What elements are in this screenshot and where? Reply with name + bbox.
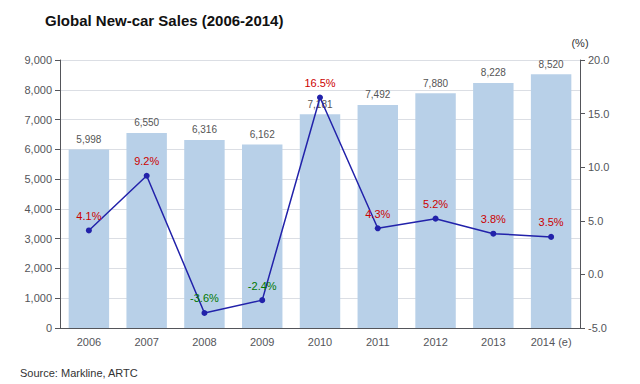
svg-text:8,228: 8,228 bbox=[481, 67, 506, 78]
svg-text:2011: 2011 bbox=[366, 336, 390, 348]
svg-text:5.2%: 5.2% bbox=[423, 198, 448, 210]
svg-text:3,000: 3,000 bbox=[24, 233, 52, 245]
svg-text:8,520: 8,520 bbox=[539, 59, 564, 70]
svg-text:2014 (e): 2014 (e) bbox=[531, 336, 572, 348]
svg-text:15.0: 15.0 bbox=[588, 108, 609, 120]
svg-text:4,000: 4,000 bbox=[24, 203, 52, 215]
svg-text:2010: 2010 bbox=[308, 336, 332, 348]
svg-text:6,162: 6,162 bbox=[250, 129, 275, 140]
svg-text:8,000: 8,000 bbox=[24, 84, 52, 96]
svg-text:10.0: 10.0 bbox=[588, 161, 609, 173]
svg-text:6,550: 6,550 bbox=[134, 117, 159, 128]
svg-text:2012: 2012 bbox=[423, 336, 447, 348]
svg-text:5,000: 5,000 bbox=[24, 173, 52, 185]
svg-text:-5.0: -5.0 bbox=[588, 322, 607, 334]
svg-text:4.3%: 4.3% bbox=[365, 208, 390, 220]
svg-text:16.5%: 16.5% bbox=[304, 77, 335, 89]
svg-text:9,000: 9,000 bbox=[24, 54, 52, 66]
svg-text:5,998: 5,998 bbox=[76, 134, 101, 145]
svg-text:2,000: 2,000 bbox=[24, 262, 52, 274]
svg-text:1,000: 1,000 bbox=[24, 292, 52, 304]
svg-text:20.0: 20.0 bbox=[588, 54, 609, 66]
svg-text:5.0: 5.0 bbox=[588, 215, 603, 227]
svg-text:9.2%: 9.2% bbox=[134, 155, 159, 167]
svg-text:0.0: 0.0 bbox=[588, 268, 603, 280]
svg-text:3.8%: 3.8% bbox=[481, 213, 506, 225]
svg-text:2006: 2006 bbox=[77, 336, 101, 348]
svg-text:Source: Markline, ARTC: Source: Markline, ARTC bbox=[20, 367, 138, 379]
svg-text:0: 0 bbox=[46, 322, 52, 334]
svg-text:7,492: 7,492 bbox=[365, 89, 390, 100]
svg-text:-2.4%: -2.4% bbox=[248, 280, 277, 292]
svg-text:2007: 2007 bbox=[134, 336, 158, 348]
svg-text:Global New-car Sales (2006-201: Global New-car Sales (2006-2014) bbox=[45, 12, 283, 29]
svg-text:3.5%: 3.5% bbox=[539, 216, 564, 228]
svg-text:4.1%: 4.1% bbox=[76, 210, 101, 222]
svg-text:6,316: 6,316 bbox=[192, 124, 217, 135]
svg-text:6,000: 6,000 bbox=[24, 143, 52, 155]
svg-text:-3.6%: -3.6% bbox=[190, 292, 219, 304]
svg-text:(%): (%) bbox=[571, 37, 588, 49]
svg-text:2008: 2008 bbox=[192, 336, 216, 348]
svg-text:7,181: 7,181 bbox=[307, 98, 333, 110]
svg-text:7,880: 7,880 bbox=[423, 78, 448, 89]
svg-text:2013: 2013 bbox=[481, 336, 505, 348]
svg-text:2009: 2009 bbox=[250, 336, 274, 348]
svg-text:7,000: 7,000 bbox=[24, 114, 52, 126]
